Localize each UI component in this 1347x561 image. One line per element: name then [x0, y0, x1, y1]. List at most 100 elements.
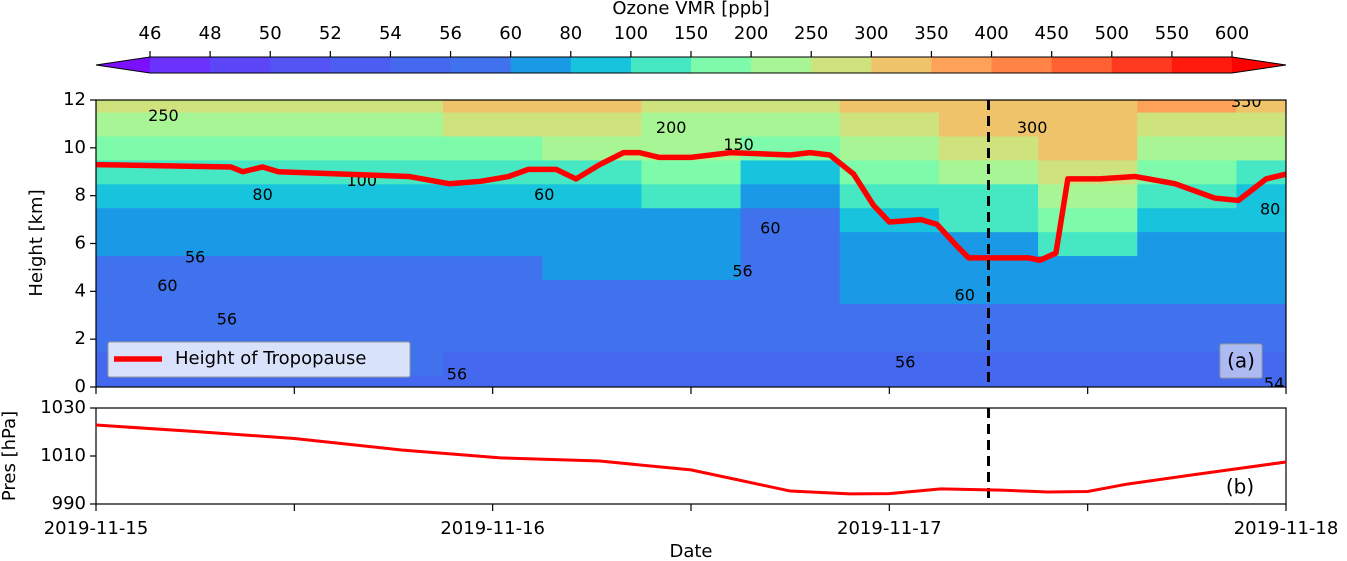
- contour-cell: [443, 207, 543, 233]
- contour-cell: [839, 135, 940, 161]
- contour-cell: [244, 231, 345, 257]
- contour-cell: [1038, 351, 1138, 376]
- contour-cell: [641, 100, 742, 113]
- contour-cell: [740, 375, 841, 387]
- contour-cell: [1236, 135, 1286, 161]
- contour-cell: [740, 351, 841, 376]
- colorbar-bin: [390, 57, 452, 73]
- contour-label: 60: [534, 185, 554, 204]
- contour-cell: [343, 303, 444, 328]
- colorbar-tick-label: 400: [974, 23, 1008, 44]
- contour-cell: [542, 111, 643, 137]
- contour-cell: [244, 279, 345, 304]
- contour-cell: [96, 111, 147, 137]
- contour-cell: [740, 327, 841, 352]
- contour-cell: [641, 351, 742, 376]
- contour-cell: [542, 279, 643, 304]
- contour-cell: [641, 279, 742, 304]
- contour-cell: [244, 375, 345, 387]
- contour-cell: [1137, 279, 1238, 304]
- contour-cell: [443, 111, 543, 137]
- contour-cell: [641, 375, 742, 387]
- contour-cell: [96, 183, 147, 209]
- contour-cell: [145, 231, 246, 257]
- contour-label: 300: [1017, 118, 1048, 137]
- contour-cell: [740, 303, 841, 328]
- plot-frame: [95, 407, 1287, 505]
- colorbar-tick-label: 80: [559, 23, 582, 44]
- colorbar-bin: [871, 57, 932, 73]
- contour-cell: [96, 303, 147, 328]
- contour-cell: [1236, 100, 1286, 113]
- contour-cell: [443, 375, 543, 387]
- contour-label: 200: [656, 118, 687, 137]
- colorbar-bin: [1111, 57, 1173, 73]
- contour-cell: [641, 183, 742, 209]
- annotation-box: [1219, 343, 1263, 379]
- colorbar-bin: [510, 57, 572, 73]
- x-axis-label: Date: [669, 541, 712, 561]
- contour-cell: [145, 375, 246, 387]
- contour-cell: [641, 231, 742, 257]
- contour-cell: [145, 303, 246, 328]
- contour-cell: [96, 255, 147, 280]
- contour-label: 60: [760, 219, 780, 238]
- colorbar-bin: [210, 57, 271, 73]
- contour-cell: [244, 135, 345, 161]
- contour-cell: [343, 375, 444, 387]
- contour-cell: [244, 100, 345, 113]
- y-tick-label: 2: [75, 328, 86, 349]
- contour-cell: [343, 111, 444, 137]
- contour-cell: [443, 100, 543, 113]
- y-tick-label: 10: [63, 137, 86, 158]
- contour-cell: [244, 111, 345, 137]
- contour-cell: [740, 279, 841, 304]
- colorbar-tick-label: 54: [379, 23, 402, 44]
- contour-cell: [343, 183, 444, 209]
- contour-cell: [343, 279, 444, 304]
- colorbar-tick-label: 50: [259, 23, 282, 44]
- colorbar-bin: [270, 57, 331, 73]
- contour-cell: [1236, 279, 1286, 304]
- contour-cell: [1137, 303, 1238, 328]
- colorbar-extend-max: [1232, 57, 1286, 73]
- legend-box: [107, 341, 411, 378]
- contour-cell: [1137, 255, 1238, 280]
- contour-cell: [542, 231, 643, 257]
- contour-cell: [1038, 207, 1138, 233]
- contour-cell: [1236, 111, 1286, 137]
- contour-cell: [96, 207, 147, 233]
- contour-cell: [96, 100, 147, 113]
- y-tick-label: 6: [75, 233, 86, 254]
- contour-cell: [839, 111, 940, 137]
- contour-cell: [244, 303, 345, 328]
- x-tick-label: 2019-11-15: [44, 518, 149, 539]
- contour-cell: [740, 183, 841, 209]
- contour-cell: [740, 207, 841, 233]
- colorbar-bin: [811, 57, 872, 73]
- y-tick-label: 1030: [40, 397, 86, 418]
- contour-cell: [343, 100, 444, 113]
- contour-cell: [443, 183, 543, 209]
- y-tick-label: 1010: [40, 445, 86, 466]
- contour-label: 56: [185, 247, 205, 266]
- contour-cell: [740, 100, 841, 113]
- contour-cell: [1236, 255, 1286, 280]
- contour-cell: [1236, 231, 1286, 257]
- contour-label: 350: [1231, 92, 1262, 111]
- contour-label: 56: [447, 365, 467, 384]
- contour-cell: [1236, 303, 1286, 328]
- contour-label: 80: [252, 185, 272, 204]
- contour-label: 150: [723, 135, 754, 154]
- contour-cell: [96, 375, 147, 387]
- contour-cell: [145, 255, 246, 280]
- y-tick-label: 4: [75, 280, 86, 301]
- contour-cell: [839, 279, 940, 304]
- contour-cell: [443, 255, 543, 280]
- colorbar-tick-label: 600: [1215, 23, 1249, 44]
- colorbar-bin: [931, 57, 993, 73]
- contour-cell: [145, 183, 246, 209]
- contour-cell: [1137, 375, 1238, 387]
- contour-cell: [542, 327, 643, 352]
